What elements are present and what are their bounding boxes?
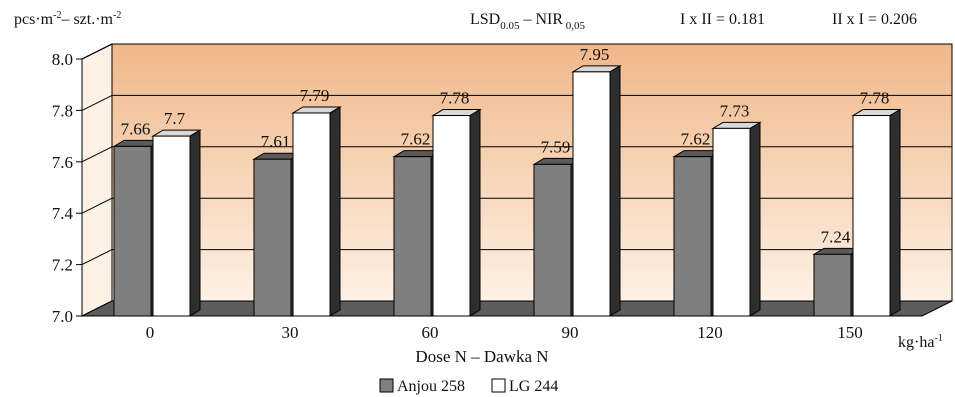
bar-anjou-258-30 bbox=[253, 158, 292, 317]
x-tick-label-150: 150 bbox=[837, 323, 863, 342]
data-label-anjou-258-120: 7.62 bbox=[681, 130, 711, 149]
bar-lg-244-0 bbox=[152, 135, 191, 317]
gridline-side bbox=[81, 94, 113, 111]
x-tick-label-120: 120 bbox=[697, 323, 723, 342]
data-label-anjou-258-0: 7.66 bbox=[121, 119, 151, 138]
y-axis-title: pcs·m-2– szt.·m-2 bbox=[14, 10, 121, 28]
y-tick-label: 7.2 bbox=[52, 256, 73, 275]
x-tick-label-60: 60 bbox=[422, 323, 439, 342]
side-wall bbox=[81, 43, 113, 317]
y-tick-label: 7.0 bbox=[52, 307, 73, 326]
data-label-anjou-258-60: 7.62 bbox=[401, 130, 431, 149]
bar-side-lg-244-30 bbox=[329, 106, 341, 317]
lsd-label: LSD0.05 – NIR 0,05 bbox=[470, 11, 586, 32]
x-axis-unit: kg·ha-1 bbox=[898, 333, 943, 351]
data-label-lg-244-120: 7.73 bbox=[720, 101, 750, 120]
y-tick-label: 7.8 bbox=[52, 101, 73, 120]
data-label-anjou-258-90: 7.59 bbox=[541, 137, 571, 156]
bar-anjou-258-120 bbox=[673, 156, 712, 317]
data-label-lg-244-60: 7.78 bbox=[440, 89, 470, 108]
y-tick-label: 7.6 bbox=[52, 153, 73, 172]
bar-side-lg-244-90 bbox=[609, 64, 621, 317]
data-label-lg-244-0: 7.7 bbox=[164, 109, 186, 128]
ii-x-i-label: II x I = 0.206 bbox=[832, 11, 917, 28]
legend-swatch-anjou-258 bbox=[379, 378, 394, 393]
bar-side-lg-244-120 bbox=[749, 121, 761, 317]
bar-side-lg-244-60 bbox=[469, 108, 481, 317]
legend-label-lg-244: LG 244 bbox=[509, 378, 558, 395]
i-x-ii-label: I x II = 0.181 bbox=[680, 11, 765, 28]
gridline-side bbox=[81, 197, 113, 214]
y-tick-label: 7.4 bbox=[52, 204, 74, 223]
gridline-side bbox=[81, 43, 113, 60]
x-tick-label-90: 90 bbox=[562, 323, 579, 342]
bar-anjou-258-60 bbox=[393, 156, 432, 317]
legend-swatch-lg-244 bbox=[491, 378, 506, 393]
legend-label-anjou-258: Anjou 258 bbox=[397, 378, 465, 395]
gridline-side bbox=[81, 249, 113, 266]
bar-lg-244-150 bbox=[852, 115, 891, 317]
x-axis-title: Dose N – Dawka N bbox=[415, 347, 548, 366]
bar-side-lg-244-0 bbox=[189, 129, 201, 317]
data-label-anjou-258-30: 7.61 bbox=[261, 132, 291, 151]
gridline-side bbox=[81, 146, 113, 163]
bar-lg-244-30 bbox=[292, 112, 331, 317]
bar-side-lg-244-150 bbox=[889, 108, 901, 317]
y-tick-label: 8.0 bbox=[52, 50, 73, 69]
x-tick-label-0: 0 bbox=[146, 323, 155, 342]
data-label-lg-244-90: 7.95 bbox=[580, 45, 610, 64]
bar-lg-244-120 bbox=[712, 127, 751, 317]
legend: Anjou 258 LG 244 bbox=[379, 378, 558, 395]
data-label-anjou-258-150: 7.24 bbox=[821, 227, 851, 246]
data-label-lg-244-150: 7.78 bbox=[860, 89, 890, 108]
bar-anjou-258-150 bbox=[813, 253, 852, 317]
bar-anjou-258-90 bbox=[533, 163, 572, 317]
bar-lg-244-90 bbox=[572, 71, 611, 317]
data-label-lg-244-30: 7.79 bbox=[300, 86, 330, 105]
x-tick-label-30: 30 bbox=[282, 323, 299, 342]
bar-lg-244-60 bbox=[432, 115, 471, 317]
bar-anjou-258-0 bbox=[113, 145, 152, 317]
